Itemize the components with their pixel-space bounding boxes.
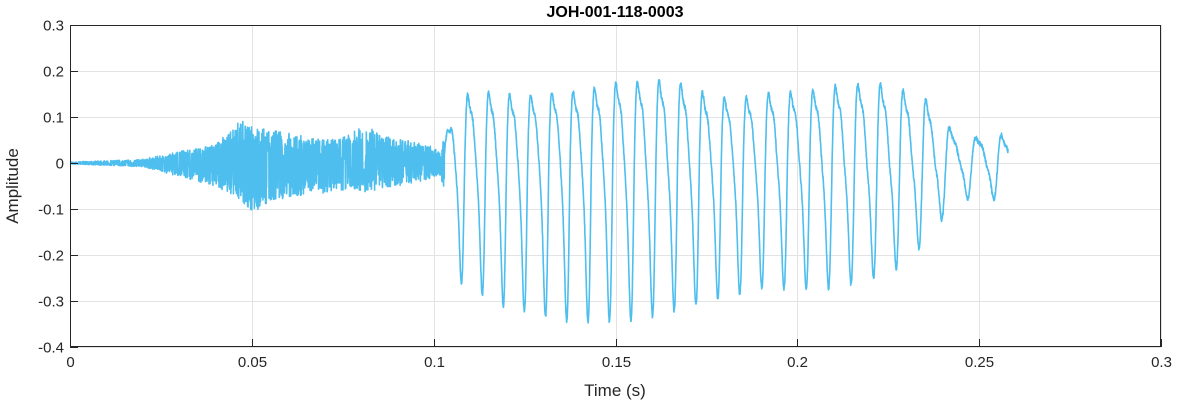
waveform-signal [70, 78, 1009, 324]
x-tick-label: 0.3 [1151, 354, 1172, 371]
x-tick-label: 0.05 [238, 354, 267, 371]
y-tick-label: 0.3 [43, 18, 64, 35]
x-tick-label: 0.1 [424, 354, 445, 371]
x-tick-label: 0.25 [965, 354, 994, 371]
ticks: 0 0.05 0.1 0.15 0.2 0.25 0.3 -0.4 -0.3 -0.2 -0.1 0 0… [38, 18, 1172, 372]
y-tick-label: -0.3 [38, 294, 64, 311]
x-tick-label: 0.15 [602, 354, 631, 371]
y-tick-label: 0.2 [43, 64, 64, 81]
y-tick-label: -0.4 [38, 340, 64, 357]
waveform-line [70, 78, 1009, 324]
chart-title: JOH-001-118-0003 [547, 4, 684, 21]
plot-frame [70, 25, 1161, 347]
y-axis-label: Amplitude [3, 148, 22, 224]
y-tick-label: 0.1 [43, 110, 64, 127]
y-tick-label: -0.2 [38, 248, 64, 265]
y-tick-label: 0 [56, 156, 64, 173]
x-tick-label: 0.2 [787, 354, 808, 371]
y-tick-label: -0.1 [38, 202, 64, 219]
x-axis-label: Time (s) [584, 381, 646, 400]
x-tick-label: 0 [66, 354, 74, 371]
